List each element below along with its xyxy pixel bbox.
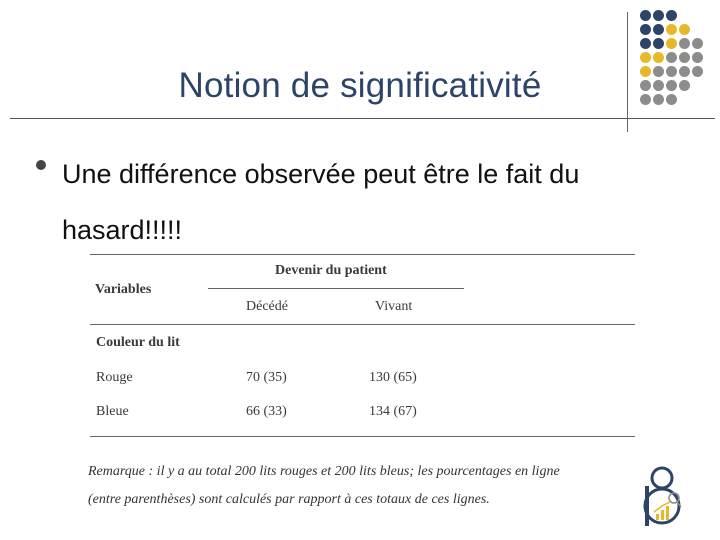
decorative-dot: [640, 10, 651, 21]
statistics-logo-icon: [640, 462, 690, 535]
decorative-dot: [679, 24, 690, 35]
decorative-dot: [666, 38, 677, 49]
decorative-dot: [666, 66, 677, 77]
bullet-marker-icon: [36, 160, 46, 170]
table-cell: 70 (35): [246, 370, 287, 385]
decorative-dot: [666, 24, 677, 35]
column-header-deceased: Décédé: [246, 299, 288, 314]
decorative-dot: [653, 94, 664, 105]
decorative-dot: [640, 24, 651, 35]
decorative-dot: [653, 24, 664, 35]
decorative-dot: [666, 80, 677, 91]
table-row-label: Rouge: [96, 370, 133, 385]
group-header-rule: [208, 288, 464, 289]
table-top-rule: [90, 254, 635, 255]
decorative-dot: [692, 66, 703, 77]
decorative-dot: [653, 38, 664, 49]
table-row-label: Bleue: [96, 404, 129, 419]
decorative-dot: [666, 52, 677, 63]
table-header-rule: [90, 324, 635, 325]
decorative-dot: [653, 80, 664, 91]
decorative-dot: [666, 94, 677, 105]
decorative-dot: [653, 10, 664, 21]
decorative-dot: [640, 52, 651, 63]
table-bottom-rule: [90, 436, 635, 437]
bullet-text: Une différence observée peut être le fai…: [62, 159, 580, 245]
remark-line-2: (entre parenthèses) sont calculés par ra…: [88, 492, 490, 507]
decorative-dot: [679, 52, 690, 63]
decorative-dot: [640, 94, 651, 105]
decorative-dot: [653, 66, 664, 77]
slide-title: Notion de significativité: [178, 66, 542, 105]
title-divider: [10, 118, 715, 119]
decorative-dot: [640, 38, 651, 49]
decorative-dot: [653, 52, 664, 63]
table-row-header: Variables: [95, 282, 152, 297]
table-cell: 134 (67): [369, 404, 417, 419]
table-group-header: Devenir du patient: [275, 263, 387, 278]
decorative-dot: [679, 80, 690, 91]
table-section-label: Couleur du lit: [96, 335, 180, 350]
remark-line-1: Remarque : il y a au total 200 lits roug…: [88, 464, 560, 479]
decorative-dot: [679, 38, 690, 49]
decorative-dot: [679, 66, 690, 77]
decorative-dot: [692, 52, 703, 63]
decorative-dot: [666, 10, 677, 21]
decorative-dot: [640, 66, 651, 77]
vertical-divider: [627, 12, 628, 132]
column-header-alive: Vivant: [375, 299, 413, 314]
decorative-dot: [692, 38, 703, 49]
table-cell: 130 (65): [369, 370, 417, 385]
table-cell: 66 (33): [246, 404, 287, 419]
decorative-dot: [640, 80, 651, 91]
